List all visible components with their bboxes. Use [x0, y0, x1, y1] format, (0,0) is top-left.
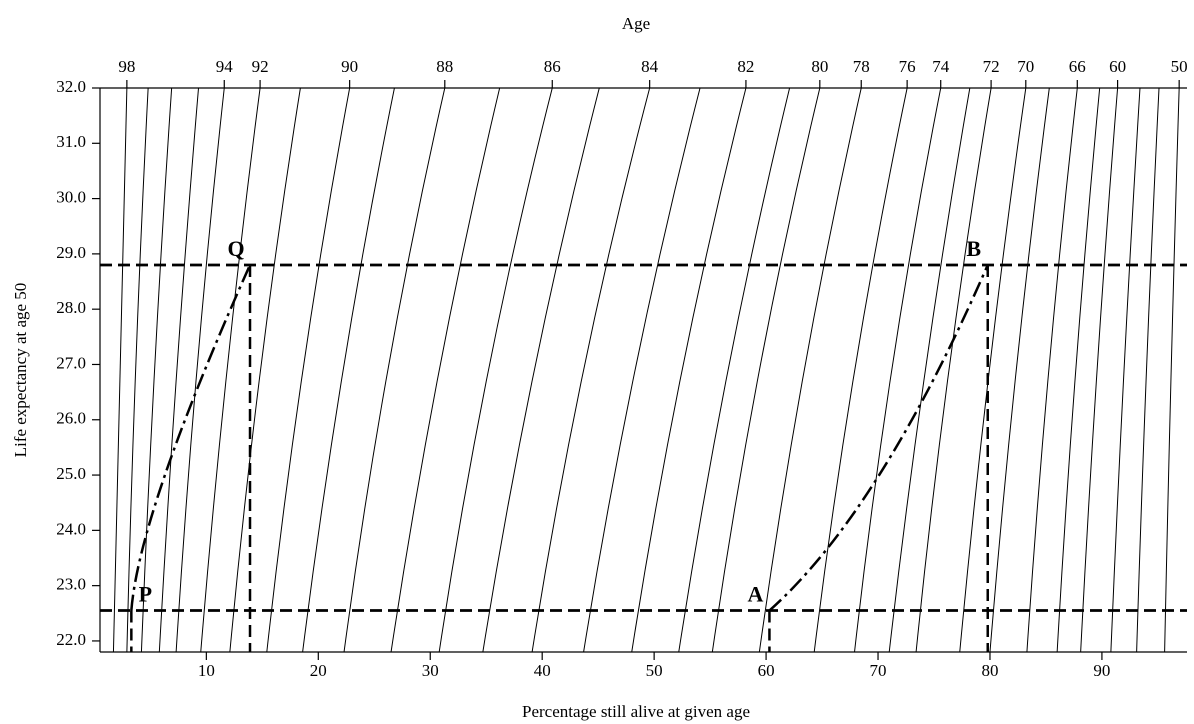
age-curve — [583, 88, 701, 652]
y-tick-label: 30.0 — [56, 187, 86, 206]
age-curve — [813, 88, 908, 652]
age-curve — [888, 88, 971, 652]
highlight-curve — [768, 264, 989, 612]
age-curve — [175, 88, 225, 652]
age-label: 86 — [544, 57, 561, 76]
age-curve — [915, 88, 992, 652]
age-label: 76 — [899, 57, 916, 76]
age-label: 82 — [737, 57, 754, 76]
age-curve — [1056, 88, 1101, 652]
point-label: B — [966, 236, 981, 261]
age-curve — [1080, 88, 1119, 652]
age-curve — [158, 88, 200, 652]
age-curve — [1110, 88, 1141, 652]
age-label: 80 — [811, 57, 828, 76]
y-tick-label: 29.0 — [56, 243, 86, 262]
y-tick-label: 26.0 — [56, 409, 86, 428]
x-tick-label: 40 — [534, 661, 551, 680]
age-label: 92 — [252, 57, 269, 76]
point-label: Q — [227, 236, 244, 261]
highlight-curve — [130, 264, 252, 611]
age-curve — [711, 88, 821, 652]
y-tick-label: 23.0 — [56, 575, 86, 594]
age-label: 70 — [1017, 57, 1034, 76]
y-tick-label: 27.0 — [56, 353, 86, 372]
x-axis-label: Percentage still alive at given age — [522, 702, 750, 721]
y-tick-label: 28.0 — [56, 298, 86, 317]
age-curve — [140, 88, 173, 652]
y-tick-label: 22.0 — [56, 630, 86, 649]
y-tick-label: 24.0 — [56, 519, 86, 538]
chart-title: Age — [622, 14, 650, 33]
age-curve — [482, 88, 600, 652]
age-curve — [531, 88, 651, 652]
age-label: 98 — [118, 57, 135, 76]
age-curve — [200, 88, 261, 652]
age-label: 88 — [436, 57, 453, 76]
age-curve — [959, 88, 1027, 652]
age-label: 84 — [641, 57, 659, 76]
age-label: 78 — [853, 57, 870, 76]
age-curve — [302, 88, 395, 652]
age-curve — [758, 88, 862, 652]
age-curve — [1026, 88, 1078, 652]
age-curve — [1136, 88, 1160, 652]
age-curve — [989, 88, 1050, 652]
age-curve — [229, 88, 301, 652]
age-label: 74 — [932, 57, 950, 76]
age-label: 90 — [341, 57, 358, 76]
x-tick-label: 30 — [422, 661, 439, 680]
x-tick-label: 60 — [758, 661, 775, 680]
age-curve — [390, 88, 501, 652]
y-tick-label: 25.0 — [56, 464, 86, 483]
point-label: P — [139, 582, 152, 607]
y-axis-label: Life expectancy at age 50 — [11, 283, 30, 458]
age-label: 94 — [216, 57, 234, 76]
age-curve — [438, 88, 553, 652]
age-curve — [343, 88, 446, 652]
x-tick-label: 10 — [198, 661, 215, 680]
age-curve — [112, 88, 128, 652]
x-tick-label: 80 — [981, 661, 998, 680]
age-label: 60 — [1109, 57, 1126, 76]
x-tick-label: 20 — [310, 661, 327, 680]
age-curve — [678, 88, 791, 652]
x-tick-label: 90 — [1093, 661, 1110, 680]
plot-area — [100, 88, 1187, 652]
y-tick-label: 32.0 — [56, 77, 86, 96]
age-curve — [854, 88, 942, 652]
age-curve — [1164, 88, 1180, 652]
age-label: 50 — [1171, 57, 1188, 76]
age-label: 66 — [1069, 57, 1086, 76]
point-label: A — [747, 582, 763, 607]
age-curve — [266, 88, 351, 652]
x-tick-label: 50 — [646, 661, 663, 680]
age-label: 72 — [983, 57, 1000, 76]
y-tick-label: 31.0 — [56, 132, 86, 151]
age-curve — [631, 88, 747, 652]
age-curve — [126, 88, 149, 652]
x-tick-label: 70 — [870, 661, 887, 680]
